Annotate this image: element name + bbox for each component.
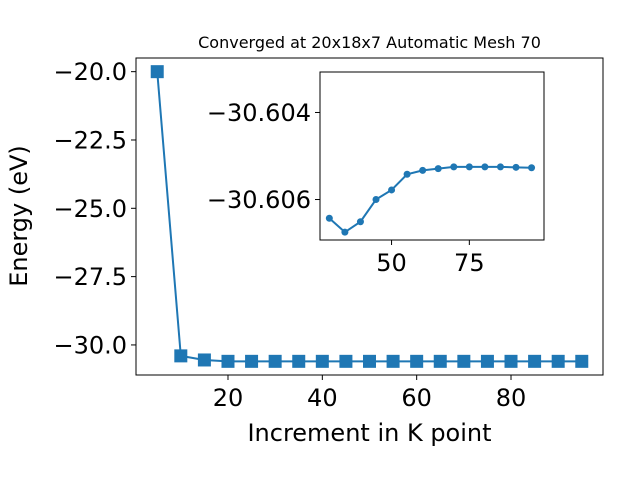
main-point: [174, 349, 188, 363]
x-axis-label: Increment in K point: [247, 419, 491, 447]
inset-y-tick-label: −30.606: [207, 186, 311, 214]
inset-x-tick-label: 75: [454, 249, 485, 277]
inset-background: [320, 72, 544, 240]
inset-point: [512, 163, 520, 171]
inset-point: [388, 186, 396, 194]
chart-title: Converged at 20x18x7 Automatic Mesh 70: [198, 33, 541, 52]
inset-point: [403, 170, 411, 178]
main-point: [528, 354, 542, 368]
main-point: [221, 354, 235, 368]
inset-y-tick-label: −30.604: [207, 99, 311, 127]
inset-point: [372, 196, 380, 204]
main-y-tick-label: −22.5: [53, 126, 127, 154]
inset-point: [341, 228, 349, 236]
inset-plot-area: 50 75 −30.606 −30.604: [207, 71, 545, 277]
inset-frame: [319, 71, 545, 241]
inset-point: [496, 163, 504, 171]
main-x-tick-label: 80: [496, 384, 527, 412]
main-point: [575, 354, 589, 368]
main-point: [268, 354, 282, 368]
main-point: [386, 354, 400, 368]
main-point: [457, 354, 471, 368]
main-x-tick-label: 60: [401, 384, 432, 412]
main-point: [504, 354, 518, 368]
main-y-tick-label: −25.0: [53, 195, 127, 223]
main-point: [150, 65, 164, 79]
inset-point: [481, 163, 489, 171]
main-frame: [135, 57, 604, 376]
main-point: [339, 354, 353, 368]
main-y-tick-label: −27.5: [53, 263, 127, 291]
main-x-tick-label: 40: [307, 384, 338, 412]
inset-point: [450, 163, 458, 171]
y-axis-label: Energy (eV): [5, 145, 33, 287]
inset-point: [356, 218, 364, 226]
main-point: [410, 354, 424, 368]
main-y-tick-label: −20.0: [53, 58, 127, 86]
main-point: [551, 354, 565, 368]
inset-point: [528, 164, 536, 172]
inset-x-tick-label: 50: [376, 249, 407, 277]
inset-point: [325, 214, 333, 222]
main-point: [480, 354, 494, 368]
main-point: [292, 354, 306, 368]
main-point: [433, 354, 447, 368]
main-point: [197, 353, 211, 367]
main-point: [315, 354, 329, 368]
main-point: [245, 354, 259, 368]
inset-point: [465, 163, 473, 171]
main-point: [363, 354, 376, 368]
inset-point: [434, 165, 442, 173]
main-y-tick-label: −30.0: [53, 331, 127, 359]
main-plot-area: 20 40 60 80 −20.0 −22.5 −25.0 −27.5 −30.0: [53, 57, 604, 412]
inset-point: [419, 166, 427, 174]
main-x-tick-label: 20: [213, 384, 244, 412]
